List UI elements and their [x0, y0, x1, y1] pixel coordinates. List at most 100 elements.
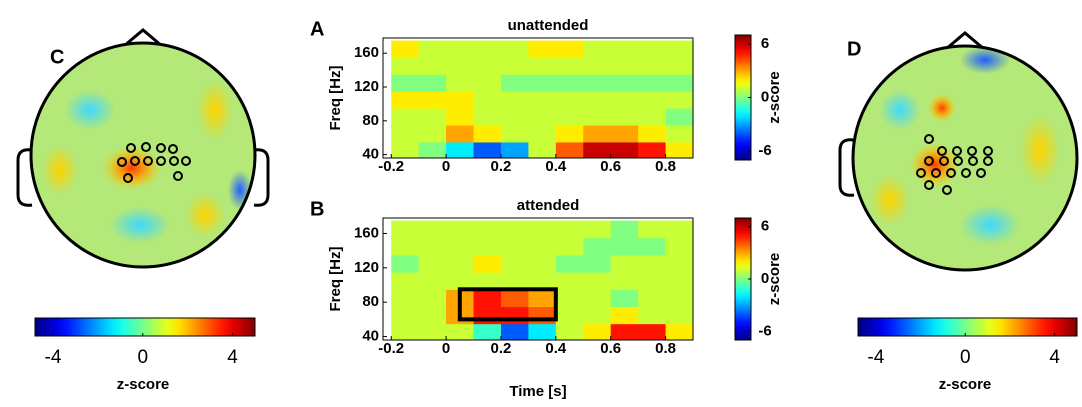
panel-title: unattended: [508, 17, 589, 34]
heatmap-cell: [500, 254, 529, 273]
heatmap-cell: [528, 237, 557, 256]
colorbar-label: z-score: [766, 253, 783, 306]
topoplot-c: [16, 28, 270, 269]
topo-map: [31, 43, 255, 267]
heatmap-cell: [528, 74, 557, 92]
x-tick-label: 0.4: [545, 158, 567, 175]
colorbar-tick-label: 0: [960, 347, 971, 368]
heatmap-cell: [418, 237, 447, 256]
heatmap-cell: [418, 141, 447, 158]
colorbar-tick-label: 0: [137, 347, 148, 368]
plot-frame: [382, 217, 694, 341]
heatmap-cell: [528, 125, 557, 143]
panel-title: attended: [517, 197, 580, 214]
heatmap-cell: [555, 57, 584, 75]
heatmap-cell: [610, 57, 639, 75]
heatmap-cell: [583, 141, 612, 158]
heatmap-cell: [610, 125, 639, 143]
heatmap-cell: [528, 57, 557, 75]
heatmap-cell: [500, 141, 529, 158]
colorbar-tick-label: 6: [761, 35, 769, 52]
heatmap-cell: [665, 141, 693, 158]
heatmap-cell: [665, 91, 693, 109]
colorbar-tick-label: 0: [761, 270, 769, 287]
heatmap-cell: [665, 254, 693, 273]
heatmap-cell: [473, 91, 502, 109]
highlight-box: [457, 287, 558, 322]
x-tick-label: 0.4: [545, 340, 567, 357]
y-tick-label: 120: [354, 78, 379, 95]
heatmap-cell: [610, 323, 639, 340]
heatmap-cell: [500, 289, 529, 307]
y-tick-label: 160: [354, 224, 379, 241]
heatmap-cell: [473, 108, 502, 126]
heatmap-cell: [583, 289, 612, 307]
x-axis-label: Time [s]: [509, 383, 566, 400]
colorbar-label: z-score: [766, 71, 783, 124]
heatmap-cell: [500, 306, 529, 325]
heatmap-cell: [665, 289, 693, 307]
colorbar-tick-label: 6: [761, 218, 769, 235]
heatmap-cell: [583, 91, 612, 109]
heatmap-cell: [446, 91, 475, 109]
ear: [838, 138, 855, 197]
heatmap-cell: [500, 74, 529, 92]
heatmap-cell: [583, 323, 612, 340]
heatmap-cell: [583, 125, 612, 143]
x-tick-label: 0.8: [655, 158, 676, 175]
heatmap-cell: [610, 272, 639, 290]
heatmap-cell: [391, 306, 420, 325]
heatmap-cell: [418, 40, 447, 58]
heatmap-cell: [391, 108, 420, 126]
heatmap-cell: [391, 254, 420, 273]
heatmap-cell: [418, 306, 447, 325]
heatmap-cell: [391, 40, 420, 58]
colorbar-label: z-score: [939, 376, 992, 393]
heatmap-cell: [446, 220, 475, 239]
heatmap-cell: [473, 306, 502, 325]
heatmap-cell: [555, 272, 584, 290]
heatmap-cell: [665, 125, 693, 143]
heatmap-cell: [418, 108, 447, 126]
heatmap-cell: [555, 91, 584, 109]
heatmap-cell: [418, 125, 447, 143]
heatmap-cell: [583, 40, 612, 58]
heatmap-cell: [500, 237, 529, 256]
heatmap-cell: [473, 141, 502, 158]
heatmap-cell: [473, 254, 502, 273]
heatmap-cell: [665, 306, 693, 325]
heatmap-cell: [555, 125, 584, 143]
heatmap-cell: [500, 108, 529, 126]
heatmap-cell: [610, 91, 639, 109]
heatmap-cell: [555, 254, 584, 273]
x-tick-label: 0.6: [600, 158, 621, 175]
heatmap-cell: [610, 254, 639, 273]
heatmap-cell: [528, 272, 557, 290]
heatmap-cell: [500, 57, 529, 75]
heatmap-cell: [610, 237, 639, 256]
nose: [123, 28, 163, 48]
heatmap-cell: [418, 57, 447, 75]
heatmap-cell: [391, 91, 420, 109]
plot-frame: [382, 37, 694, 159]
heatmap-cell: [583, 108, 612, 126]
colorbar: [34, 317, 256, 337]
heatmap-cell: [528, 306, 557, 325]
y-tick-label: 40: [362, 146, 379, 163]
topoplot-d: [838, 31, 1079, 272]
x-tick-label: -0.2: [378, 158, 404, 175]
heatmap-cell: [528, 289, 557, 307]
heatmap-cell: [610, 74, 639, 92]
heatmap-cell: [555, 74, 584, 92]
heatmap-cell: [583, 306, 612, 325]
heatmap-cell: [528, 323, 557, 340]
heatmap-cell: [665, 74, 693, 92]
heatmap-cell: [500, 40, 529, 58]
heatmap-cell: [555, 306, 584, 325]
heatmap-cell: [638, 272, 667, 290]
heatmap-cell: [500, 323, 529, 340]
x-tick-label: -0.2: [378, 340, 404, 357]
heatmap-cell: [418, 323, 447, 340]
heatmap-cell: [583, 57, 612, 75]
ear: [253, 148, 270, 207]
